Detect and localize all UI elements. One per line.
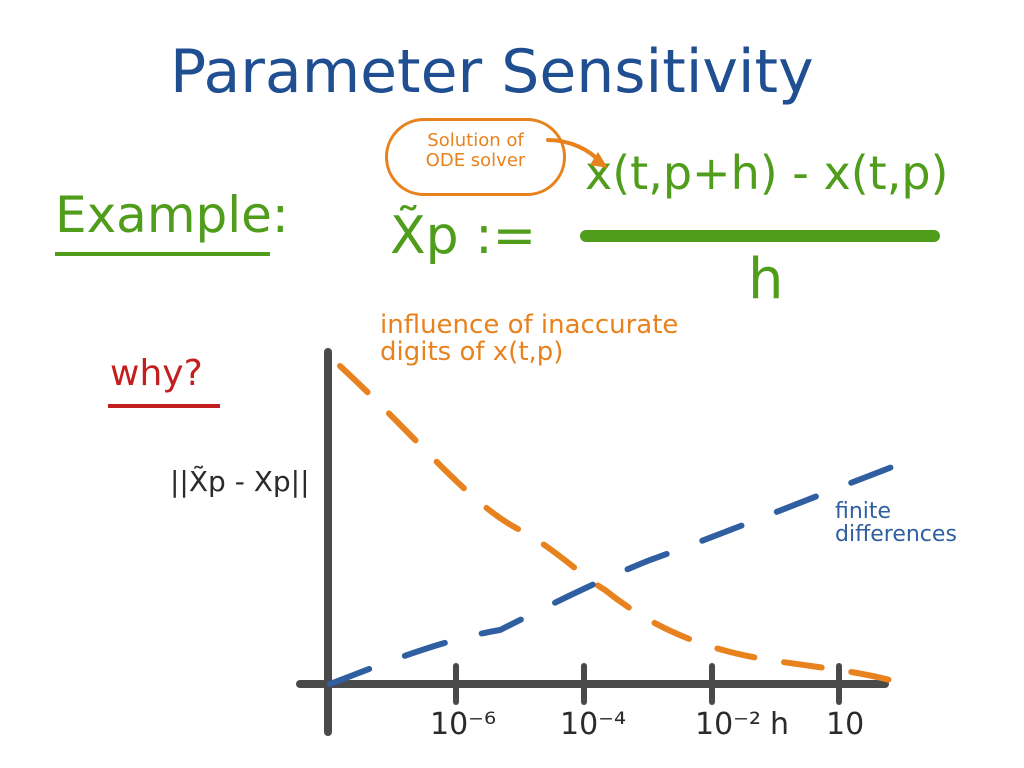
fraction-denominator: h [748,247,784,312]
orange-curve [337,363,893,683]
tick-label: 10⁻² [695,707,762,742]
example-underline [55,252,270,256]
lhs-expression: X̃p := [390,206,537,266]
why-underline [108,404,220,408]
why-label: why? [110,353,203,394]
annotation-arrow [546,138,602,164]
tick-label: 10⁻⁴ [560,707,627,742]
annotation-bubble: Solution of ODE solver [385,118,566,196]
fraction-bar [580,230,940,242]
tick-label: 10⁻⁶ [430,707,497,742]
annotation-text: Solution of ODE solver [425,130,526,171]
orange-curve-label: influence of inaccurate digits of x(t,p) [380,310,679,368]
annotation-arrowhead [590,152,608,168]
tick-label: 10 [826,707,865,742]
y-axis-label: ||X̃p - Xp|| [170,465,310,498]
example-label: Example: [55,186,289,244]
x-axis-label: h [770,707,790,742]
page-title: Parameter Sensitivity [170,37,814,107]
fraction-numerator: x(t,p+h) - x(t,p) [585,146,949,200]
blue-curve [327,459,908,687]
blue-curve-label: finite differences [835,499,957,548]
